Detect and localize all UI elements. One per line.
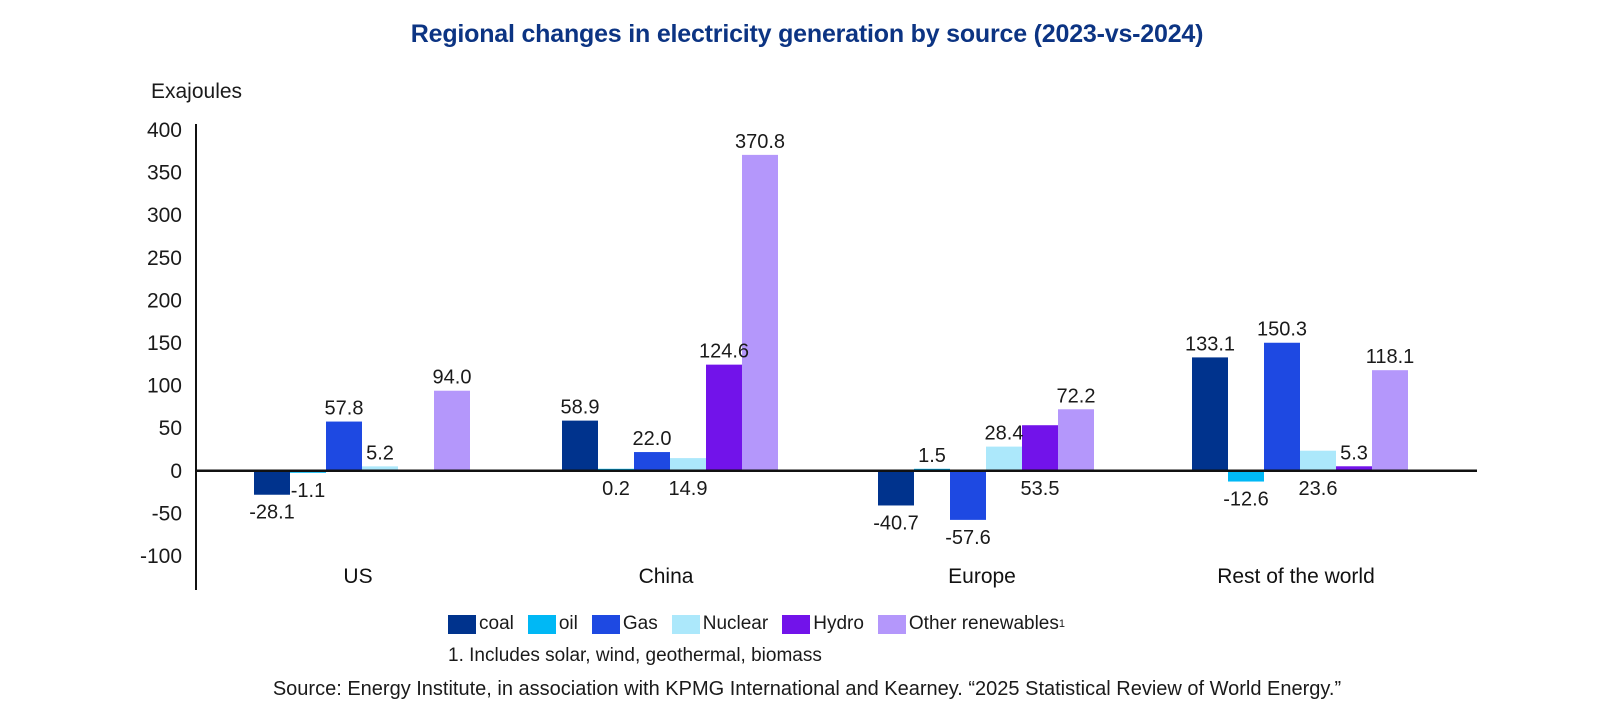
bar-gas-china [634, 452, 670, 471]
legend-item: Hydro [782, 613, 864, 635]
y-tick-label: 300 [147, 204, 182, 227]
data-label: 124.6 [699, 341, 749, 363]
bar-nuclear-us [362, 466, 398, 471]
legend-label: Gas [622, 613, 658, 634]
legend-swatch [782, 614, 811, 634]
y-tick-label: 400 [147, 119, 182, 142]
data-label: -28.1 [249, 502, 295, 524]
data-label: -1.1 [291, 480, 325, 502]
data-label: 5.2 [366, 442, 394, 464]
bar-other-renewables-us [434, 390, 470, 471]
legend-swatch [877, 614, 906, 634]
bar-gas-us [326, 421, 362, 471]
bar-other-renewables-europe [1058, 409, 1094, 471]
data-label: 1.5 [918, 445, 946, 467]
data-label: 14.9 [669, 478, 708, 500]
bar-nuclear-europe [986, 446, 1022, 471]
bar-coal-china [562, 420, 598, 471]
bar-hydro-china [706, 364, 742, 471]
legend-label: Other renewables [908, 613, 1059, 634]
data-label: 22.0 [633, 428, 672, 450]
footnote-marker: 1 [1058, 618, 1065, 630]
data-label: 72.2 [1057, 385, 1096, 407]
data-label: -57.6 [945, 527, 991, 549]
bar-gas-europe [950, 470, 986, 520]
y-tick-label: 250 [147, 247, 182, 270]
legend-item: Other renewables 1 [877, 613, 1065, 635]
bar-oil-rest-of-the-world [1228, 470, 1264, 482]
bar-hydro-europe [1022, 425, 1058, 471]
bar-nuclear-china [670, 458, 706, 471]
category-labels: US China Europe Rest of the world [343, 565, 1374, 588]
data-label: 28.4 [985, 423, 1024, 445]
chart-title: Regional changes in electricity generati… [410, 20, 1204, 48]
bar-nuclear-rest-of-the-world [1300, 450, 1336, 471]
data-label: 53.5 [1021, 478, 1060, 500]
bar-coal-us [254, 470, 290, 495]
legend-swatch [527, 614, 556, 634]
y-tick-label: 150 [147, 332, 182, 355]
source-note: Source: Energy Institute, in association… [272, 678, 1342, 700]
legend-item: Gas [591, 613, 658, 635]
data-label: 57.8 [325, 398, 364, 420]
bar-other-renewables-rest-of-the-world [1372, 370, 1408, 471]
bars [254, 154, 1408, 520]
y-tick-label: -50 [152, 502, 182, 525]
data-label: 23.6 [1299, 478, 1338, 500]
y-tick-label: 0 [170, 460, 182, 483]
category-label: China [639, 565, 694, 588]
y-tick-label: 100 [147, 375, 182, 398]
legend-label: Nuclear [702, 613, 769, 634]
bar-coal-rest-of-the-world [1192, 357, 1228, 471]
y-axis-label: Exajoules [151, 80, 242, 103]
y-tick-label: 350 [147, 162, 182, 185]
legend-item: coal [448, 613, 514, 635]
y-axis-ticks: 400 350 300 250 200 150 100 50 0 -50 -100 [140, 119, 182, 568]
legend-swatch [591, 614, 620, 634]
data-label: -40.7 [873, 512, 919, 534]
y-tick-label: 50 [159, 417, 182, 440]
category-label: US [343, 565, 372, 588]
legend-item: Nuclear [671, 613, 769, 635]
bar-hydro-rest-of-the-world [1336, 466, 1372, 471]
category-label: Europe [948, 565, 1016, 588]
data-label: 150.3 [1257, 319, 1307, 341]
legend-label: oil [558, 613, 578, 634]
legend-label: Hydro [813, 613, 864, 634]
bar-gas-rest-of-the-world [1264, 342, 1300, 471]
footnote: 1. Includes solar, wind, geothermal, bio… [448, 645, 822, 666]
data-label: 370.8 [735, 131, 785, 153]
data-labels: -28.1 58.9 -40.7 133.1 -1.1 0.2 1.5 -12.6 57.8 22… [249, 131, 1414, 549]
y-tick-label: 200 [147, 289, 182, 312]
data-label: 0.2 [602, 478, 630, 500]
data-label: 58.9 [561, 397, 600, 419]
data-label: 5.3 [1340, 442, 1368, 464]
bar-coal-europe [878, 470, 914, 506]
legend-swatch [671, 614, 700, 634]
legend: coal oil Gas Nuclear Hydro Other renewables 1 [448, 613, 1079, 635]
data-label: -12.6 [1223, 489, 1269, 511]
legend-swatch [448, 614, 476, 634]
bar-other-renewables-china [742, 154, 778, 471]
data-label: 133.1 [1185, 333, 1235, 355]
data-label: 118.1 [1366, 346, 1415, 368]
legend-item: oil [527, 613, 578, 635]
category-label: Rest of the world [1217, 565, 1375, 588]
legend-label: coal [479, 613, 514, 634]
data-label: 94.0 [433, 367, 472, 389]
y-tick-label: -100 [140, 545, 182, 568]
